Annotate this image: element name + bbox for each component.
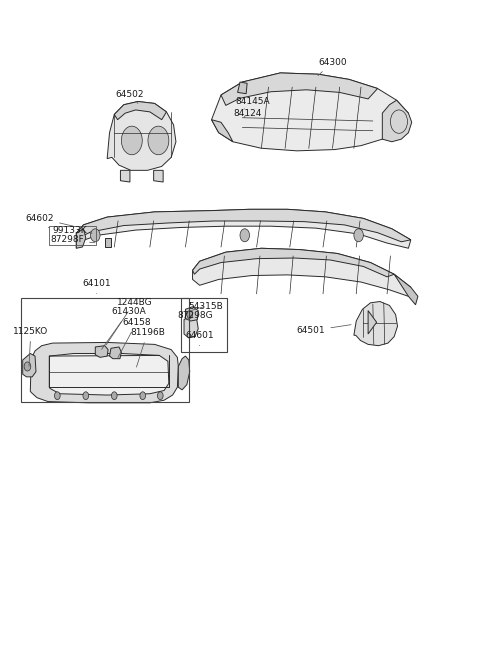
Polygon shape (383, 100, 412, 141)
Polygon shape (105, 238, 111, 247)
Polygon shape (120, 170, 130, 182)
Polygon shape (238, 82, 247, 94)
Text: 54315B: 54315B (189, 301, 224, 310)
Bar (49, 225, 96, 245)
Text: 87298F: 87298F (50, 235, 95, 244)
Text: 99133K: 99133K (53, 225, 92, 234)
Polygon shape (49, 354, 169, 395)
Text: 1125KO: 1125KO (13, 327, 48, 366)
Polygon shape (76, 210, 411, 248)
Text: 64602: 64602 (25, 214, 73, 226)
Circle shape (91, 229, 100, 242)
Polygon shape (114, 102, 167, 120)
Polygon shape (76, 210, 411, 242)
Polygon shape (212, 120, 233, 141)
Circle shape (83, 392, 89, 400)
Circle shape (354, 229, 363, 242)
Text: 64501: 64501 (297, 325, 351, 335)
Polygon shape (184, 314, 198, 338)
Circle shape (187, 310, 192, 318)
Text: 64300: 64300 (318, 58, 347, 75)
Polygon shape (221, 73, 378, 105)
Polygon shape (107, 102, 176, 170)
Polygon shape (23, 354, 36, 377)
Text: 61430A: 61430A (102, 307, 146, 349)
Bar (180, 298, 227, 352)
Polygon shape (76, 229, 86, 248)
Polygon shape (212, 73, 408, 151)
Polygon shape (96, 346, 108, 358)
Bar (21, 298, 189, 402)
Circle shape (157, 392, 163, 400)
Polygon shape (394, 274, 418, 305)
Circle shape (148, 126, 169, 155)
Text: 84145A: 84145A (235, 97, 270, 109)
Circle shape (111, 392, 117, 400)
Text: 1244BG: 1244BG (106, 297, 152, 345)
Polygon shape (192, 248, 394, 277)
Polygon shape (179, 356, 190, 390)
Polygon shape (185, 307, 198, 321)
Circle shape (121, 126, 142, 155)
Text: 64158: 64158 (118, 318, 151, 358)
Text: 64101: 64101 (83, 279, 111, 293)
Circle shape (240, 229, 250, 242)
Polygon shape (30, 343, 179, 403)
Polygon shape (368, 310, 377, 334)
Text: 64502: 64502 (116, 90, 144, 103)
Text: 84124: 84124 (233, 109, 261, 118)
Polygon shape (154, 170, 163, 182)
Text: 64601: 64601 (185, 331, 214, 346)
Circle shape (55, 392, 60, 400)
Polygon shape (192, 248, 411, 296)
Text: 81196B: 81196B (130, 328, 165, 367)
Polygon shape (354, 301, 397, 346)
Polygon shape (109, 347, 121, 359)
Circle shape (140, 392, 145, 400)
Circle shape (24, 362, 31, 371)
Text: 87298G: 87298G (178, 311, 213, 320)
